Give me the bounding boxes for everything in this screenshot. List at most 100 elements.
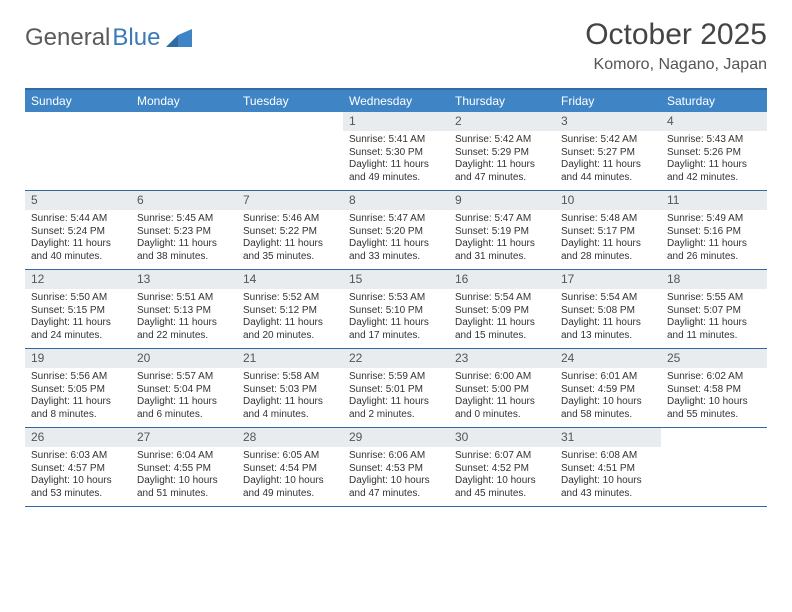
day-body: Sunrise: 5:42 AMSunset: 5:27 PMDaylight:… [555,134,661,184]
daylight-text: Daylight: 11 hours and 6 minutes. [137,396,231,421]
week-row: 5Sunrise: 5:44 AMSunset: 5:24 PMDaylight… [25,191,767,270]
day-body: Sunrise: 5:47 AMSunset: 5:19 PMDaylight:… [449,213,555,263]
sunrise-text: Sunrise: 6:07 AM [455,450,549,463]
sunset-text: Sunset: 5:13 PM [137,305,231,318]
day-number: 13 [131,270,237,289]
day-cell: 23Sunrise: 6:00 AMSunset: 5:00 PMDayligh… [449,349,555,427]
sunrise-text: Sunrise: 5:52 AM [243,292,337,305]
day-cell: 8Sunrise: 5:47 AMSunset: 5:20 PMDaylight… [343,191,449,269]
sunrise-text: Sunrise: 5:51 AM [137,292,231,305]
day-body: Sunrise: 5:58 AMSunset: 5:03 PMDaylight:… [237,371,343,421]
day-number: 18 [661,270,767,289]
week-row: 12Sunrise: 5:50 AMSunset: 5:15 PMDayligh… [25,270,767,349]
day-cell: 3Sunrise: 5:42 AMSunset: 5:27 PMDaylight… [555,112,661,190]
sunrise-text: Sunrise: 5:44 AM [31,213,125,226]
day-cell: 2 Sunrise: 5:42 AMSunset: 5:29 PMDaylight… [449,112,555,190]
daylight-text: Daylight: 11 hours and 11 minutes. [667,317,761,342]
sunrise-text: Sunrise: 5:43 AM [667,134,761,147]
day-body: Sunrise: 5:51 AMSunset: 5:13 PMDaylight:… [131,292,237,342]
sunset-text: Sunset: 4:51 PM [561,463,655,476]
day-cell: 7Sunrise: 5:46 AMSunset: 5:22 PMDaylight… [237,191,343,269]
day-number: 22 [343,349,449,368]
day-cell: 18Sunrise: 5:55 AMSunset: 5:07 PMDayligh… [661,270,767,348]
day-cell: 10Sunrise: 5:48 AMSunset: 5:17 PMDayligh… [555,191,661,269]
sunrise-text: Sunrise: 5:58 AM [243,371,337,384]
day-body: Sunrise: 5:52 AMSunset: 5:12 PMDaylight:… [237,292,343,342]
day-body: Sunrise: 5:43 AMSunset: 5:26 PMDaylight:… [661,134,767,184]
day-body: Sunrise: 5:59 AMSunset: 5:01 PMDaylight:… [343,371,449,421]
day-cell [661,428,767,506]
day-cell: 25Sunrise: 6:02 AMSunset: 4:58 PMDayligh… [661,349,767,427]
daylight-text: Daylight: 11 hours and 35 minutes. [243,238,337,263]
dow-cell: Monday [131,90,237,112]
day-cell: 17Sunrise: 5:54 AMSunset: 5:08 PMDayligh… [555,270,661,348]
day-cell: 9Sunrise: 5:47 AMSunset: 5:19 PMDaylight… [449,191,555,269]
sunrise-text: Sunrise: 6:01 AM [561,371,655,384]
sunset-text: Sunset: 5:27 PM [561,147,655,160]
day-cell: 1Sunrise: 5:41 AMSunset: 5:30 PMDaylight… [343,112,449,190]
day-number: 28 [237,428,343,447]
sunset-text: Sunset: 5:03 PM [243,384,337,397]
day-body: Sunrise: 6:07 AMSunset: 4:52 PMDaylight:… [449,450,555,500]
day-number: 26 [25,428,131,447]
day-body: Sunrise: 5:49 AMSunset: 5:16 PMDaylight:… [661,213,767,263]
day-body: Sunrise: 6:00 AMSunset: 5:00 PMDaylight:… [449,371,555,421]
day-cell: 11Sunrise: 5:49 AMSunset: 5:16 PMDayligh… [661,191,767,269]
sunset-text: Sunset: 4:55 PM [137,463,231,476]
dow-cell: Thursday [449,90,555,112]
daylight-text: Daylight: 11 hours and 22 minutes. [137,317,231,342]
daylight-text: Daylight: 11 hours and 47 minutes. [455,159,549,184]
day-body: Sunrise: 6:08 AMSunset: 4:51 PMDaylight:… [555,450,661,500]
day-body: Sunrise: 6:03 AMSunset: 4:57 PMDaylight:… [25,450,131,500]
daylight-text: Daylight: 10 hours and 49 minutes. [243,475,337,500]
daylight-text: Daylight: 11 hours and 31 minutes. [455,238,549,263]
sunrise-text: Sunrise: 6:02 AM [667,371,761,384]
sunrise-text: Sunrise: 5:48 AM [561,213,655,226]
day-body: Sunrise: 6:05 AMSunset: 4:54 PMDaylight:… [237,450,343,500]
sunrise-text: Sunrise: 5:49 AM [667,213,761,226]
day-body: Sunrise: 5:50 AMSunset: 5:15 PMDaylight:… [25,292,131,342]
location: Komoro, Nagano, Japan [585,56,767,74]
day-number: 2 [449,112,555,131]
calendar: SundayMondayTuesdayWednesdayThursdayFrid… [25,88,767,507]
daylight-text: Daylight: 10 hours and 43 minutes. [561,475,655,500]
sunrise-text: Sunrise: 5:41 AM [349,134,443,147]
day-body: Sunrise: 5:57 AMSunset: 5:04 PMDaylight:… [131,371,237,421]
daylight-text: Daylight: 11 hours and 26 minutes. [667,238,761,263]
sunset-text: Sunset: 5:26 PM [667,147,761,160]
daylight-text: Daylight: 11 hours and 49 minutes. [349,159,443,184]
dow-cell: Sunday [25,90,131,112]
sunset-text: Sunset: 4:52 PM [455,463,549,476]
daylight-text: Daylight: 11 hours and 17 minutes. [349,317,443,342]
day-cell: 28 Sunrise: 6:05 AMSunset: 4:54 PMDayligh… [237,428,343,506]
day-body: Sunrise: 5:42 AMSunset: 5:29 PMDaylight:… [449,134,555,184]
day-number: 10 [555,191,661,210]
day-number: 24 [555,349,661,368]
dow-cell: Friday [555,90,661,112]
header: GeneralBlue October 2025 Komoro, Nagano,… [25,18,767,74]
sunrise-text: Sunrise: 6:08 AM [561,450,655,463]
dow-cell: Wednesday [343,90,449,112]
dow-cell: Tuesday [237,90,343,112]
sunset-text: Sunset: 5:09 PM [455,305,549,318]
sunrise-text: Sunrise: 5:53 AM [349,292,443,305]
day-number: 7 [237,191,343,210]
day-body: Sunrise: 5:54 AMSunset: 5:09 PMDaylight:… [449,292,555,342]
sunset-text: Sunset: 5:12 PM [243,305,337,318]
daylight-text: Daylight: 11 hours and 2 minutes. [349,396,443,421]
daylight-text: Daylight: 10 hours and 51 minutes. [137,475,231,500]
sunrise-text: Sunrise: 6:06 AM [349,450,443,463]
day-cell [131,112,237,190]
day-number: 5 [25,191,131,210]
day-number: 20 [131,349,237,368]
day-body: Sunrise: 6:02 AMSunset: 4:58 PMDaylight:… [661,371,767,421]
sunset-text: Sunset: 4:54 PM [243,463,337,476]
day-number: 14 [237,270,343,289]
day-body: Sunrise: 5:45 AMSunset: 5:23 PMDaylight:… [131,213,237,263]
sunrise-text: Sunrise: 5:45 AM [137,213,231,226]
daylight-text: Daylight: 11 hours and 38 minutes. [137,238,231,263]
daylight-text: Daylight: 11 hours and 24 minutes. [31,317,125,342]
daylight-text: Daylight: 10 hours and 45 minutes. [455,475,549,500]
daylight-text: Daylight: 11 hours and 13 minutes. [561,317,655,342]
day-number: 19 [25,349,131,368]
